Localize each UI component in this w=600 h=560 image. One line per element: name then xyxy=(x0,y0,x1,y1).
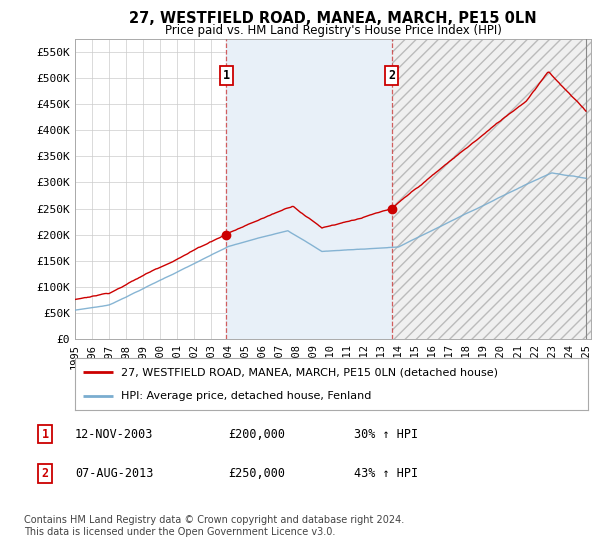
Text: 43% ↑ HPI: 43% ↑ HPI xyxy=(354,466,418,480)
Text: 07-AUG-2013: 07-AUG-2013 xyxy=(75,466,154,480)
Text: 2: 2 xyxy=(41,466,49,480)
Text: Price paid vs. HM Land Registry's House Price Index (HPI): Price paid vs. HM Land Registry's House … xyxy=(164,24,502,36)
Text: 27, WESTFIELD ROAD, MANEA, MARCH, PE15 0LN: 27, WESTFIELD ROAD, MANEA, MARCH, PE15 0… xyxy=(129,11,537,26)
Text: £250,000: £250,000 xyxy=(228,466,285,480)
Text: 1: 1 xyxy=(41,427,49,441)
Text: 2: 2 xyxy=(388,69,395,82)
Text: 12-NOV-2003: 12-NOV-2003 xyxy=(75,427,154,441)
Text: £200,000: £200,000 xyxy=(228,427,285,441)
Bar xyxy=(392,39,591,339)
Text: 1: 1 xyxy=(223,69,230,82)
Text: 27, WESTFIELD ROAD, MANEA, MARCH, PE15 0LN (detached house): 27, WESTFIELD ROAD, MANEA, MARCH, PE15 0… xyxy=(121,367,498,377)
Text: HPI: Average price, detached house, Fenland: HPI: Average price, detached house, Fenl… xyxy=(121,391,371,401)
Text: Contains HM Land Registry data © Crown copyright and database right 2024.
This d: Contains HM Land Registry data © Crown c… xyxy=(24,515,404,537)
Bar xyxy=(392,39,591,339)
Bar xyxy=(226,39,392,339)
Text: 30% ↑ HPI: 30% ↑ HPI xyxy=(354,427,418,441)
